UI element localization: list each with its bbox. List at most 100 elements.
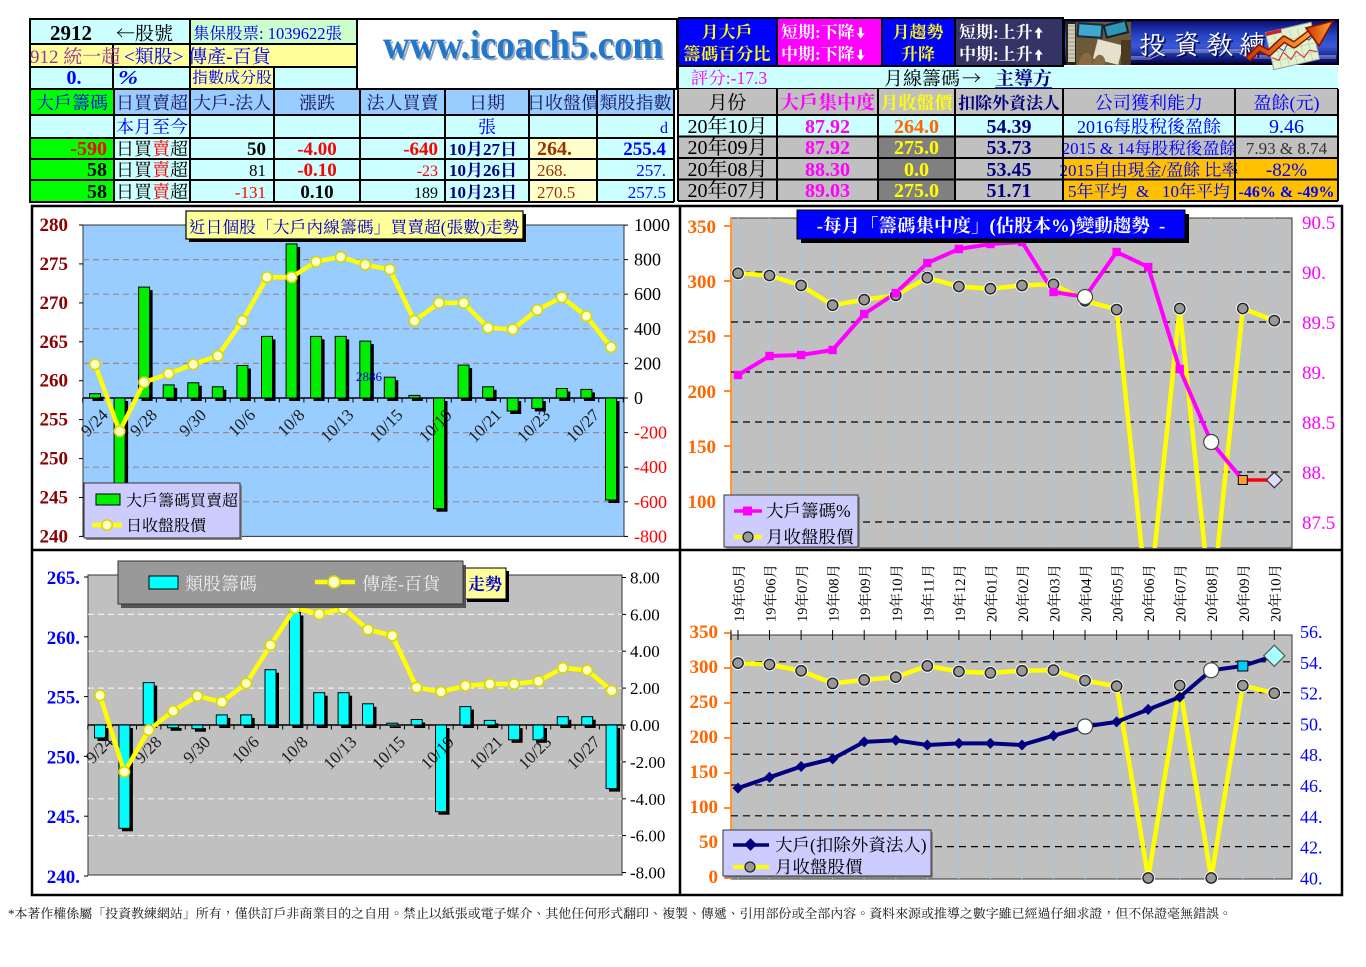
svg-text:20: 20	[688, 116, 708, 138]
svg-text:05: 05	[1111, 579, 1127, 594]
svg-text:20: 20	[688, 159, 708, 181]
svg-text:0.0: 0.0	[904, 159, 929, 181]
svg-text:250.: 250.	[47, 747, 80, 768]
svg-text:04: 04	[1079, 578, 1095, 593]
svg-text:2912: 2912	[50, 21, 92, 45]
svg-text:54.39: 54.39	[987, 116, 1032, 138]
svg-text:19: 19	[921, 608, 937, 623]
svg-text:-23: -23	[417, 163, 438, 180]
svg-text:20: 20	[1268, 608, 1284, 623]
svg-text:600: 600	[634, 284, 661, 304]
svg-text:-2.00: -2.00	[630, 753, 665, 772]
svg-text:-4.00: -4.00	[630, 790, 665, 809]
svg-text:150: 150	[688, 437, 717, 458]
svg-text:270.5: 270.5	[537, 183, 575, 202]
svg-text:<: <	[124, 47, 135, 68]
svg-text:58: 58	[87, 181, 107, 203]
svg-text:*: *	[8, 906, 15, 921]
svg-text:275: 275	[40, 254, 69, 275]
svg-text:54.: 54.	[1300, 653, 1323, 673]
svg-text:06: 06	[1142, 579, 1158, 594]
svg-text:350: 350	[690, 622, 719, 643]
svg-text:-400: -400	[634, 457, 667, 477]
svg-text:02: 02	[1016, 579, 1032, 594]
svg-text::: :	[993, 45, 999, 64]
svg-text:280: 280	[40, 215, 69, 236]
svg-text:-: -	[817, 217, 823, 237]
svg-text:-0.10: -0.10	[297, 160, 337, 181]
svg-text:10: 10	[728, 116, 748, 138]
svg-text:270: 270	[40, 293, 69, 314]
svg-text:19: 19	[858, 608, 874, 623]
svg-text:09: 09	[1237, 579, 1253, 594]
svg-text:87.92: 87.92	[805, 137, 850, 159]
svg-text:01: 01	[984, 579, 1000, 594]
svg-text:7.93 & 8.74: 7.93 & 8.74	[1246, 139, 1328, 158]
svg-text:20: 20	[1111, 608, 1127, 623]
svg-text:90.: 90.	[1302, 263, 1326, 284]
svg-text:19: 19	[827, 608, 843, 623]
svg-text:10: 10	[449, 183, 466, 202]
svg-text:): )	[921, 835, 927, 855]
svg-text:08: 08	[1205, 579, 1221, 594]
svg-text:40.: 40.	[1300, 868, 1323, 888]
svg-text:0.10: 0.10	[300, 182, 333, 203]
svg-text:20: 20	[1016, 608, 1032, 623]
svg-text:1000: 1000	[634, 215, 670, 235]
svg-text:07: 07	[795, 579, 811, 594]
svg-text:2015 & 14: 2015 & 14	[1062, 139, 1135, 158]
svg-text:-: -	[229, 93, 235, 113]
svg-text:27: 27	[483, 140, 501, 159]
svg-text:245.: 245.	[47, 807, 80, 828]
svg-text:06: 06	[764, 579, 780, 594]
svg-text:08: 08	[728, 159, 748, 181]
svg-text:44.: 44.	[1300, 807, 1323, 827]
svg-text:-600: -600	[634, 492, 667, 512]
svg-text:20: 20	[688, 180, 708, 202]
svg-text:255.: 255.	[47, 688, 80, 709]
svg-text:-: -	[1150, 217, 1165, 237]
svg-text:87.5: 87.5	[1302, 513, 1335, 534]
svg-text:>: >	[173, 47, 189, 68]
svg-text:10: 10	[1268, 579, 1284, 594]
svg-text:-: -	[226, 47, 232, 68]
svg-text:-82%: -82%	[1266, 160, 1307, 181]
svg-text:2016: 2016	[1077, 117, 1113, 137]
svg-text:88.: 88.	[1302, 463, 1326, 484]
svg-text:250: 250	[688, 327, 717, 348]
svg-text:10: 10	[890, 579, 906, 594]
svg-text:257.: 257.	[636, 161, 666, 180]
svg-text:20: 20	[688, 137, 708, 159]
svg-text:8.00: 8.00	[630, 569, 660, 588]
svg-text:: 1039622: : 1039622	[259, 24, 326, 43]
svg-text:10: 10	[449, 161, 466, 180]
svg-text:0.: 0.	[67, 67, 82, 89]
svg-text:189: 189	[414, 185, 438, 202]
svg-text:9.46: 9.46	[1269, 116, 1304, 138]
svg-text:05: 05	[732, 579, 748, 594]
svg-text:255.4: 255.4	[623, 139, 666, 160]
svg-text:20: 20	[1237, 608, 1253, 623]
svg-text:52.: 52.	[1300, 684, 1323, 704]
svg-text:250: 250	[40, 449, 69, 470]
svg-text:200: 200	[690, 727, 719, 748]
svg-text:(: (	[990, 217, 996, 237]
svg-text:300: 300	[688, 272, 717, 293]
svg-text:200: 200	[634, 353, 661, 373]
svg-text:265: 265	[40, 332, 69, 353]
svg-text:53.45: 53.45	[987, 159, 1032, 181]
svg-text:%): %)	[1051, 217, 1076, 237]
svg-text:51.71: 51.71	[987, 180, 1032, 202]
svg-text:56.: 56.	[1300, 622, 1323, 642]
svg-text:12: 12	[953, 579, 969, 594]
svg-text:20: 20	[1142, 608, 1158, 623]
svg-text:09: 09	[728, 137, 748, 159]
svg-text:2015: 2015	[1060, 161, 1094, 180]
svg-text:58: 58	[87, 159, 107, 181]
svg-text:2.00: 2.00	[630, 679, 660, 698]
svg-text:%: %	[118, 67, 138, 89]
svg-text:260: 260	[40, 371, 69, 392]
svg-text:89.5: 89.5	[1302, 313, 1335, 334]
svg-text:0.00: 0.00	[630, 716, 660, 735]
svg-text:245: 245	[40, 488, 69, 509]
